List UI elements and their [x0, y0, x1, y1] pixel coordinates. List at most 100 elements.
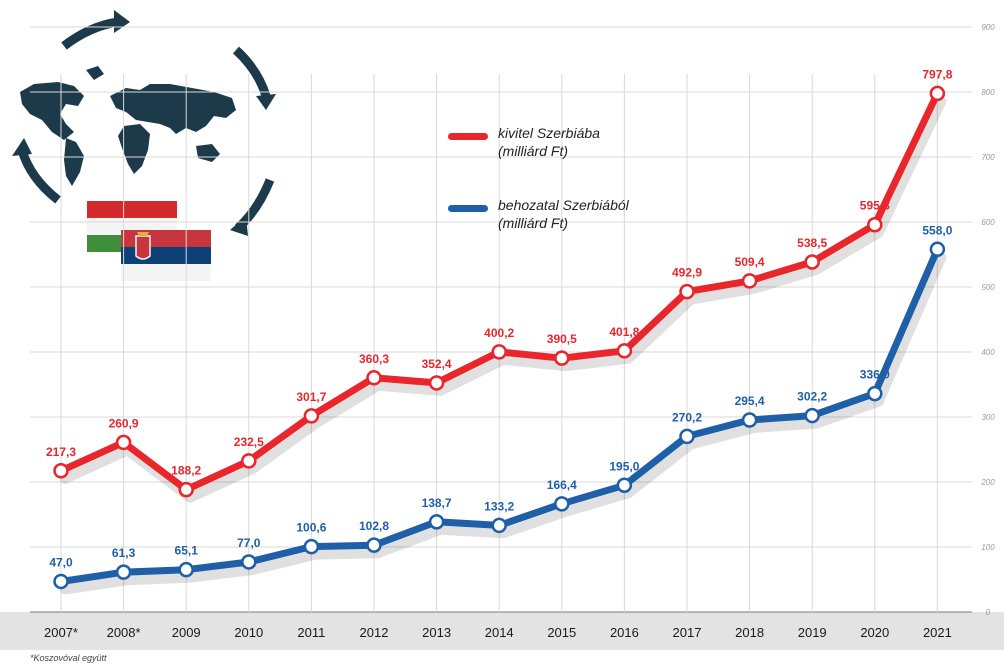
data-point	[366, 370, 382, 386]
data-point	[115, 434, 132, 451]
x-tick-label: 2008*	[107, 625, 141, 640]
data-label: 509,4	[735, 255, 765, 269]
x-axis-band	[0, 612, 1004, 650]
data-point	[115, 564, 132, 580]
y-tick-label: 600	[981, 218, 995, 227]
x-tick-label: 2009	[172, 625, 201, 640]
y-tick-label: 300	[981, 413, 995, 422]
data-label: 77,0	[237, 536, 261, 550]
data-label: 166,4	[547, 478, 577, 492]
y-tick-label: 100	[981, 543, 995, 552]
x-tick-label: 2014	[485, 625, 514, 640]
data-point	[428, 514, 445, 530]
x-tick-label: 2016	[610, 625, 639, 640]
data-label: 352,4	[422, 357, 452, 371]
data-point	[929, 241, 946, 258]
data-label: 360,3	[359, 352, 389, 366]
serbia-flag-icon	[121, 230, 211, 281]
data-point	[366, 537, 382, 553]
data-label: 302,2	[797, 390, 827, 404]
data-point	[303, 408, 320, 424]
legend-label-export: kivitel Szerbiába	[498, 125, 600, 141]
data-point	[867, 216, 883, 233]
data-label: 232,5	[234, 435, 264, 449]
data-label: 260,9	[109, 416, 139, 430]
data-point	[428, 375, 445, 391]
data-point	[679, 428, 695, 445]
trade-illustration	[12, 10, 276, 281]
legend-swatch-export	[448, 133, 488, 140]
data-point	[303, 538, 320, 555]
data-label: 301,7	[296, 390, 326, 404]
series-line-shadow	[60, 96, 947, 503]
data-point	[554, 496, 570, 512]
x-tick-label: 2020	[860, 625, 889, 640]
y-tick-label: 400	[981, 348, 995, 357]
data-point	[491, 344, 507, 360]
data-point	[804, 254, 820, 270]
data-label: 400,2	[484, 326, 514, 340]
y-tick-label: 800	[981, 88, 995, 97]
data-point	[616, 477, 633, 493]
data-label: 65,1	[175, 544, 199, 558]
data-label: 61,3	[112, 546, 136, 560]
data-point	[241, 554, 257, 570]
data-point	[867, 385, 883, 402]
data-label: 401,8	[609, 325, 639, 339]
data-label: 595,8	[860, 199, 890, 213]
data-label: 133,2	[484, 499, 514, 513]
data-label: 195,0	[609, 459, 639, 473]
data-label: 100,6	[296, 521, 326, 535]
series-line-shadow	[60, 252, 947, 595]
x-tick-label: 2017	[673, 625, 702, 640]
data-label: 538,5	[797, 236, 827, 250]
data-label: 797,8	[922, 67, 952, 81]
data-point	[679, 283, 695, 300]
data-point	[804, 407, 820, 424]
legend-unit-export: (milliárd Ft)	[498, 143, 568, 159]
x-tick-label: 2021	[923, 625, 952, 640]
x-tick-label: 2013	[422, 625, 451, 640]
data-label: 270,2	[672, 410, 702, 424]
y-tick-label: 0	[986, 608, 991, 617]
x-tick-label: 2011	[297, 625, 325, 640]
data-label: 558,0	[922, 223, 952, 237]
data-point	[178, 561, 194, 578]
y-tick-label: 200	[980, 478, 995, 487]
data-label: 188,2	[171, 464, 201, 478]
legend-swatch-import	[448, 205, 488, 212]
data-label: 47,0	[49, 555, 73, 569]
data-point	[491, 517, 507, 534]
data-label: 295,4	[735, 394, 765, 408]
legend-unit-import: (milliárd Ft)	[498, 215, 568, 231]
data-point	[554, 350, 570, 366]
data-label: 336,0	[860, 368, 890, 382]
x-tick-label: 2015	[547, 625, 576, 640]
x-tick-label: 2019	[798, 625, 827, 640]
data-point	[929, 85, 946, 102]
data-label: 390,5	[547, 332, 577, 346]
data-point	[53, 573, 69, 590]
y-tick-label: 900	[981, 23, 995, 32]
data-label: 492,9	[672, 266, 702, 280]
footnote: *Koszovóval együtt	[30, 653, 107, 663]
x-tick-label: 2012	[360, 625, 389, 640]
legend-label-import: behozatal Szerbiából	[498, 197, 629, 213]
data-point	[741, 273, 758, 289]
data-point	[53, 463, 69, 479]
data-label: 217,3	[46, 445, 76, 459]
data-point	[178, 481, 194, 498]
y-tick-label: 500	[981, 283, 995, 292]
x-tick-label: 2018	[735, 625, 764, 640]
y-tick-label: 700	[981, 153, 995, 162]
data-point	[241, 453, 257, 469]
data-label: 102,8	[359, 519, 389, 533]
data-point	[741, 412, 758, 428]
x-tick-label: 2007*	[44, 625, 78, 640]
data-point	[616, 343, 633, 359]
data-label: 138,7	[422, 496, 452, 510]
x-tick-label: 2010	[234, 625, 263, 640]
world-map-icon	[20, 66, 236, 186]
